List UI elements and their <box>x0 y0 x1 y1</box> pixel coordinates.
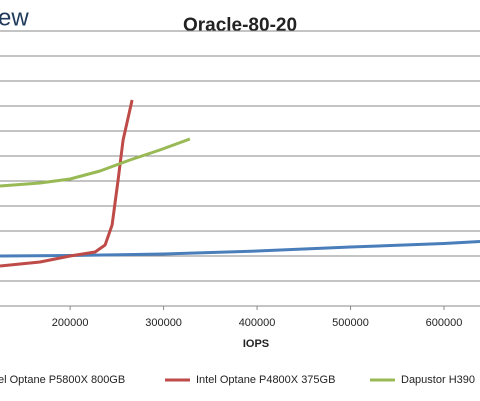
series-line <box>0 240 480 258</box>
x-tick-label: 300000 <box>145 317 182 329</box>
x-tick-label: 600000 <box>426 317 463 329</box>
x-tick-label: 200000 <box>52 317 89 329</box>
x-tick-label: 500000 <box>332 317 369 329</box>
legend-label: el Optane P5800X 800GB <box>0 374 125 386</box>
logo: ew <box>0 4 29 31</box>
series-line <box>0 137 191 188</box>
legend-label: Dapustor H390 <box>401 374 475 386</box>
x-tick-label: 400000 <box>239 317 276 329</box>
legend-label: Intel Optane P4800X 375GB <box>196 374 335 386</box>
x-axis-label: IOPS <box>243 338 269 350</box>
series-line <box>0 99 134 268</box>
chart-title: Oracle-80-20 <box>183 15 297 36</box>
